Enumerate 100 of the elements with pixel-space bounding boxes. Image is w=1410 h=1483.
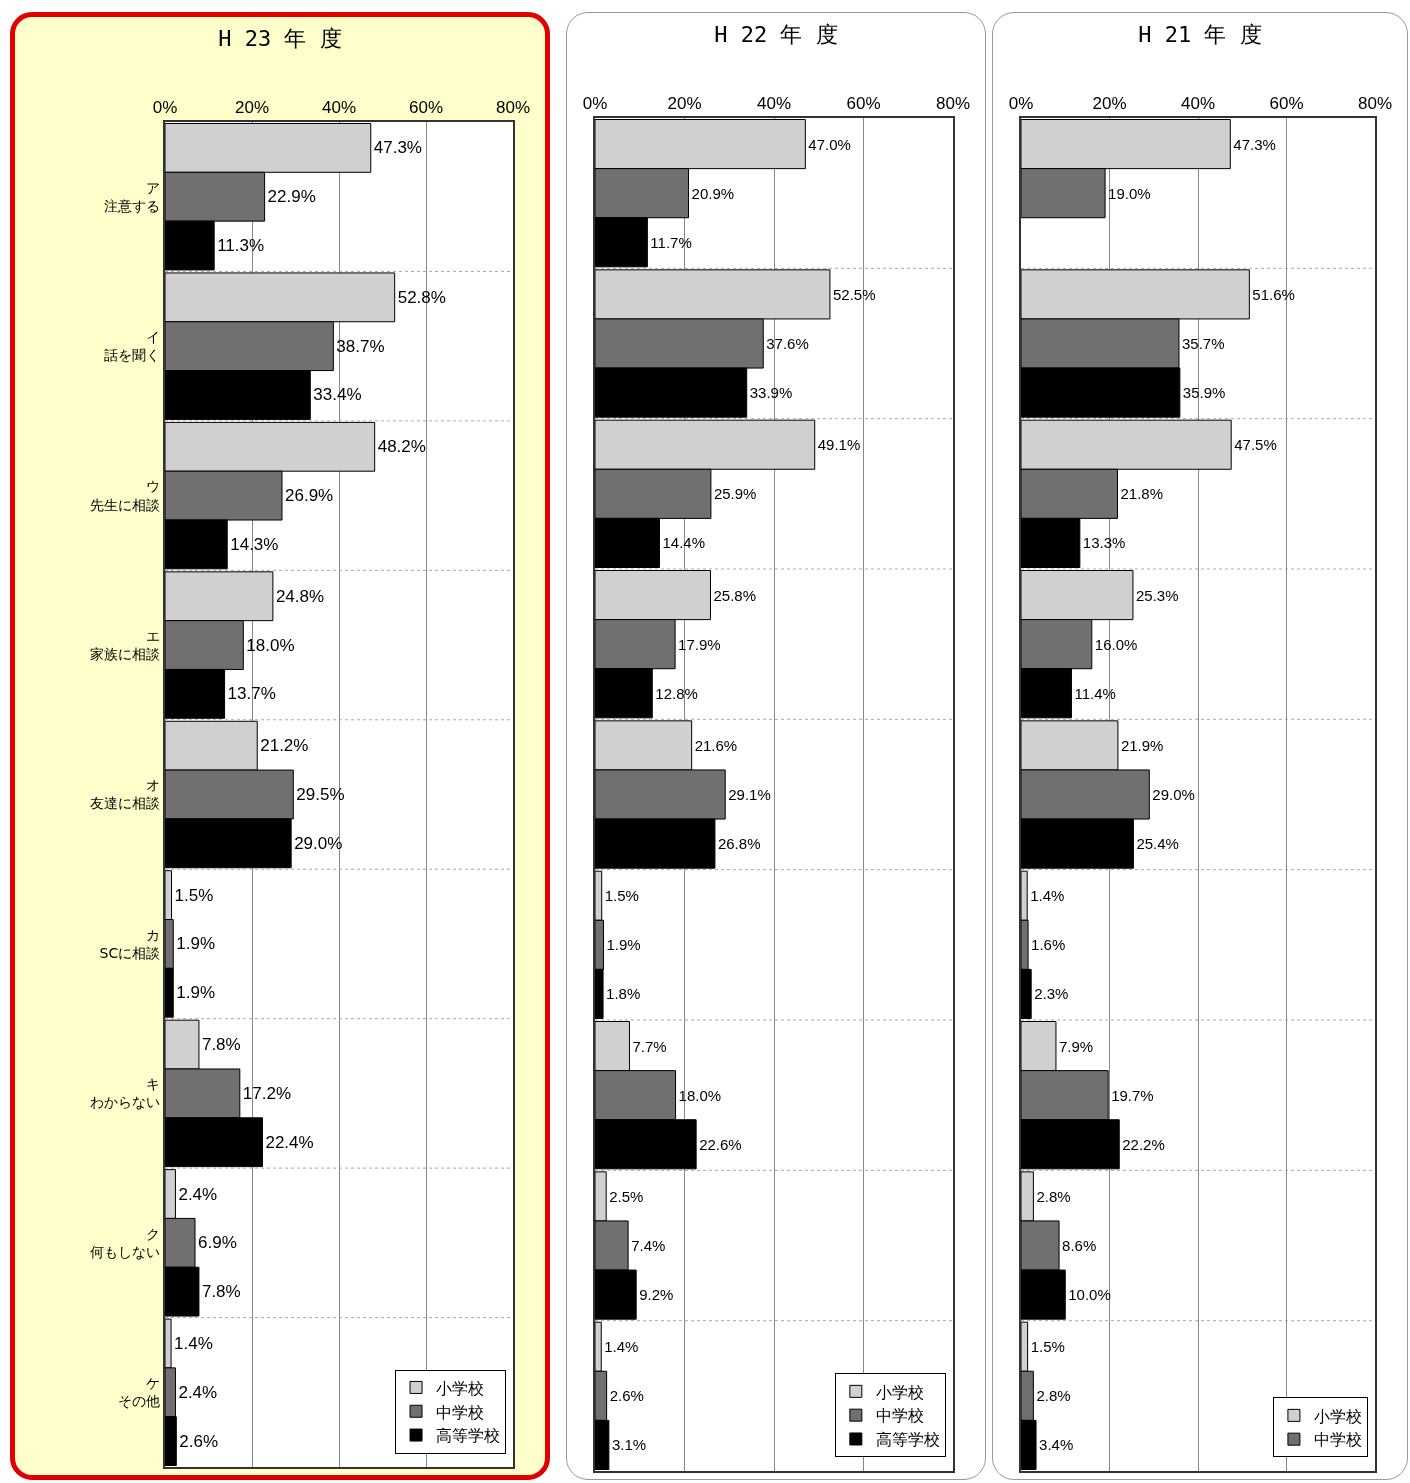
y-tick-label: キわからない [90, 1076, 161, 1111]
data-label: 18.0% [246, 635, 295, 655]
data-label: 3.4% [1039, 1436, 1074, 1454]
data-label: 21.2% [260, 736, 309, 756]
data-label: 3.1% [611, 1436, 647, 1454]
chart-title: H 23 年 度 [218, 26, 342, 52]
data-label: 7.4% [631, 1237, 666, 1254]
data-label: 1.4% [174, 1333, 213, 1353]
legend-label: 小学校 [1313, 1406, 1362, 1426]
y-tick-label: カSCに相談 [99, 926, 161, 961]
x-tick-label: 20% [1092, 94, 1127, 114]
data-label: 22.6% [699, 1135, 742, 1153]
y-tick-label: ク何もしない [90, 1225, 161, 1260]
data-label: 22.2% [1122, 1135, 1165, 1153]
x-tick-label: 20% [667, 94, 702, 114]
data-label: 20.9% [691, 184, 735, 202]
data-label: 52.5% [832, 285, 876, 303]
data-label: 9.2% [639, 1286, 674, 1304]
data-label: 7.7% [632, 1037, 667, 1055]
legend-label: 中学校 [875, 1406, 924, 1426]
data-label: 17.2% [242, 1083, 292, 1103]
data-label: 1.4% [604, 1338, 639, 1356]
data-label: 29.0% [294, 833, 343, 853]
data-label: 47.3% [373, 138, 422, 158]
data-label: 2.8% [1036, 1187, 1071, 1205]
data-label: 7.9% [1058, 1037, 1094, 1055]
data-label: 8.6% [1062, 1237, 1097, 1254]
data-label: 22.4% [265, 1132, 314, 1152]
data-label: 11.7% [650, 233, 692, 251]
legend-label: 中学校 [436, 1402, 485, 1422]
data-label: 48.2% [377, 437, 426, 457]
data-label: 49.1% [817, 436, 861, 454]
data-label: 1.9% [606, 936, 641, 954]
y-tick-label: ア注意する [104, 179, 161, 214]
data-label: 11.4% [1074, 684, 1116, 702]
data-label: 7.8% [201, 1035, 241, 1055]
x-tick-label: 20% [234, 98, 270, 118]
legend-label: 小学校 [436, 1378, 485, 1398]
data-label: 14.4% [662, 534, 705, 552]
data-label: 1.5% [1030, 1338, 1065, 1356]
y-tick-label: ケその他 [118, 1375, 161, 1410]
data-label: 38.7% [336, 336, 385, 356]
data-label: 21.8% [1120, 485, 1164, 503]
data-label: 22.9% [267, 187, 316, 207]
y-tick-label: イ話を聞く [104, 328, 161, 364]
x-tick-label: 80% [935, 94, 971, 114]
legend-label: 小学校 [875, 1382, 924, 1402]
data-label: 29.5% [296, 785, 345, 804]
chart-title: H 21 年 度 [1138, 22, 1262, 48]
data-label: 25.8% [713, 586, 757, 604]
y-tick-label: ウ先生に相談 [90, 478, 161, 513]
data-label: 33.4% [313, 385, 362, 405]
data-label: 2.6% [609, 1387, 644, 1405]
data-label: 1.8% [606, 985, 641, 1003]
data-label: 21.6% [694, 736, 738, 754]
x-tick-label: 80% [1357, 94, 1393, 114]
data-label: 13.3% [1082, 534, 1126, 552]
x-tick-label: 0% [152, 98, 178, 118]
data-label: 35.7% [1181, 335, 1225, 352]
data-label: 14.3% [230, 534, 279, 554]
data-label: 25.4% [1136, 835, 1179, 853]
data-label: 47.0% [808, 135, 851, 153]
data-label: 29.0% [1152, 786, 1195, 803]
data-label: 2.6% [179, 1431, 219, 1451]
data-label: 7.8% [201, 1282, 241, 1302]
data-label: 6.9% [198, 1233, 237, 1253]
data-label: 25.9% [713, 485, 757, 503]
data-label: 35.9% [1182, 384, 1226, 402]
data-label: 19.0% [1108, 184, 1151, 202]
data-label: 2.8% [1036, 1387, 1071, 1405]
data-label: 17.9% [678, 635, 721, 653]
x-tick-label: 60% [846, 94, 881, 114]
x-tick-label: 80% [495, 98, 531, 118]
x-tick-label: 0% [582, 94, 608, 114]
x-tick-label: 0% [1008, 94, 1034, 114]
data-label: 26.8% [717, 835, 761, 853]
x-tick-label: 40% [321, 98, 357, 118]
data-label: 1.9% [176, 934, 216, 954]
data-label: 1.5% [604, 887, 639, 905]
data-label: 2.5% [609, 1187, 644, 1205]
data-label: 1.5% [174, 885, 214, 905]
data-label: 2.4% [178, 1184, 218, 1204]
data-label: 24.8% [275, 586, 325, 606]
data-label: 33.9% [749, 384, 793, 402]
x-tick-label: 60% [1269, 94, 1304, 114]
data-label: 2.3% [1034, 985, 1069, 1003]
legend-label: 高等学校 [436, 1426, 501, 1446]
x-tick-label: 40% [756, 94, 792, 114]
legend-label: 高等学校 [875, 1430, 940, 1450]
data-label: 1.4% [1030, 887, 1065, 905]
data-label: 51.6% [1252, 285, 1295, 303]
data-label: 37.6% [766, 335, 809, 352]
data-label: 1.6% [1031, 936, 1066, 954]
data-label: 25.3% [1135, 586, 1179, 604]
data-label: 18.0% [678, 1086, 722, 1104]
data-label: 52.8% [397, 287, 446, 307]
data-label: 26.9% [285, 486, 334, 506]
data-label: 21.9% [1120, 736, 1164, 754]
legend-label: 中学校 [1313, 1430, 1362, 1450]
y-tick-label: エ家族に相談 [90, 627, 161, 663]
